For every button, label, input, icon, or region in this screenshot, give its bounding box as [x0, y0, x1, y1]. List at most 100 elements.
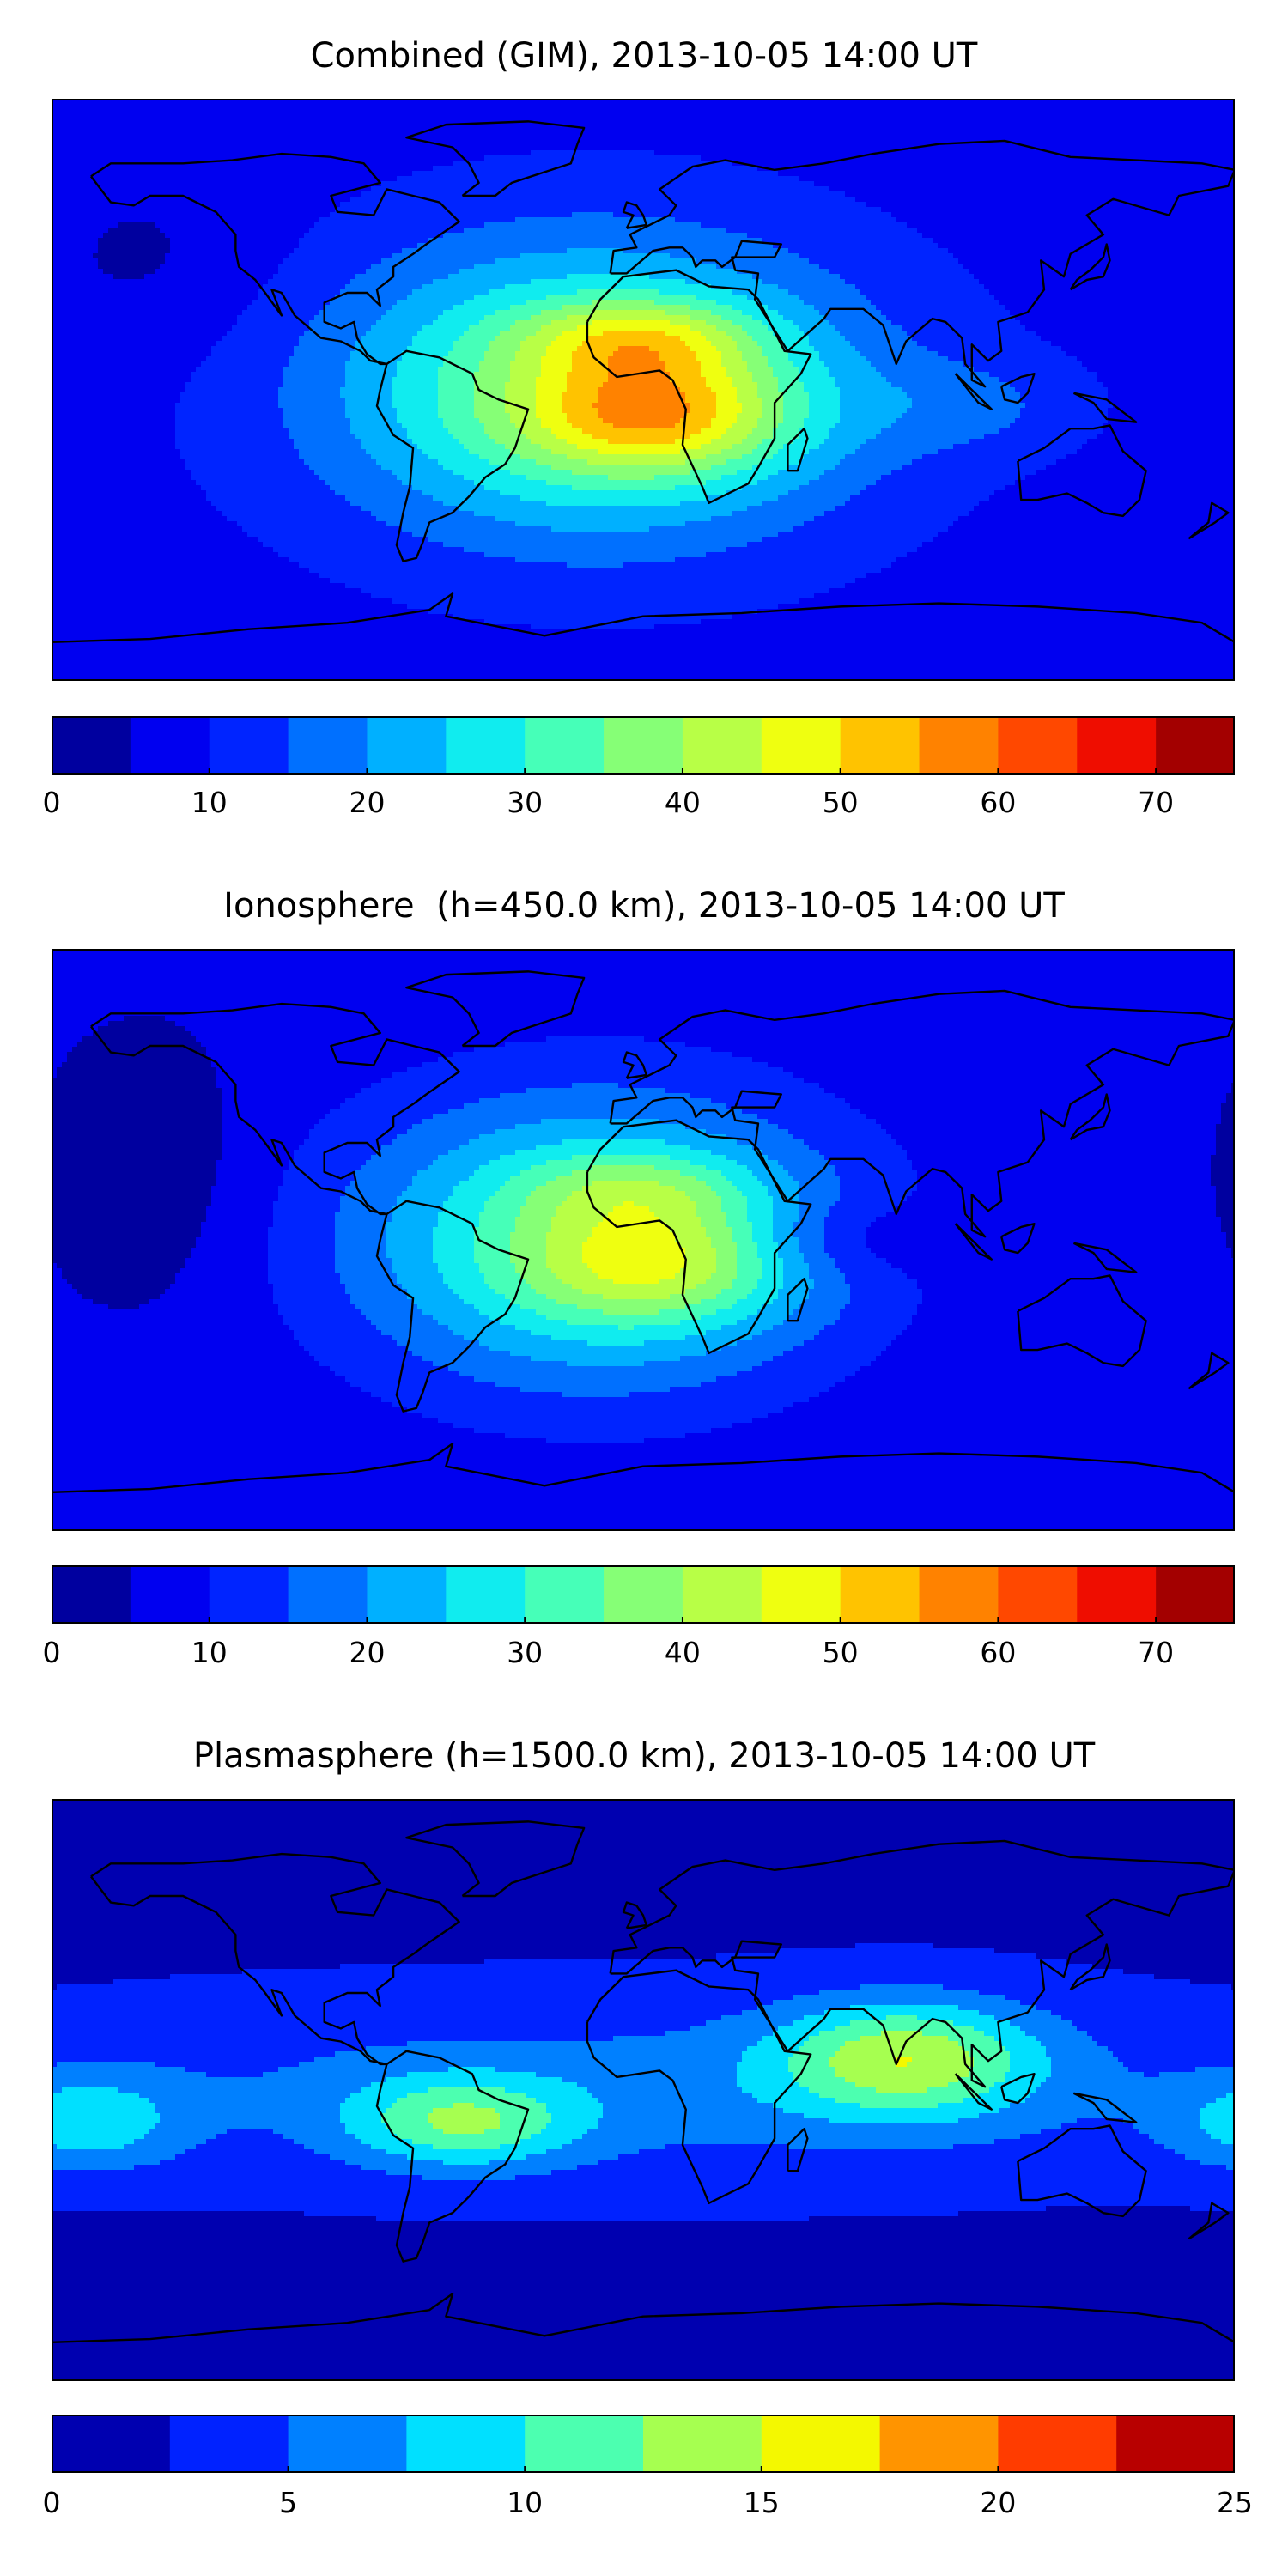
tec-cell: [402, 197, 408, 203]
tec-cell: [938, 176, 944, 182]
tec-cell: [1216, 197, 1222, 203]
tec-cell: [1082, 150, 1088, 156]
tec-cell: [829, 119, 835, 125]
tec-cell: [701, 181, 707, 187]
tec-cell: [886, 186, 892, 192]
tec-cell: [984, 171, 990, 177]
tec-cell: [1113, 150, 1119, 156]
tec-cell: [742, 181, 748, 187]
tec-cell: [355, 150, 361, 156]
tec-cell: [1077, 161, 1083, 167]
tec-cell: [258, 150, 264, 156]
tec-cell: [742, 150, 748, 156]
tec-cell: [654, 135, 660, 141]
tec-cell: [1190, 114, 1196, 120]
tec-cell: [340, 125, 346, 131]
tec-cell: [88, 119, 94, 125]
tec-cell: [381, 125, 387, 131]
tec-cell: [124, 191, 130, 197]
tec-cell: [160, 145, 166, 151]
tec-cell: [536, 125, 542, 131]
tec-cell: [773, 114, 779, 120]
tec-cell: [1185, 155, 1191, 161]
tec-cell: [464, 166, 470, 172]
tec-cell: [520, 104, 526, 110]
tec-cell: [778, 202, 784, 208]
tec-cell: [1133, 176, 1139, 182]
tec-cell: [433, 155, 439, 161]
tec-cell: [247, 161, 253, 167]
tec-cell: [963, 150, 969, 156]
tec-cell: [242, 114, 248, 120]
tec-cell: [273, 145, 279, 151]
tec-cell: [242, 119, 248, 125]
tec-cell: [67, 135, 73, 141]
tec-cell: [1025, 130, 1031, 136]
tec-cell: [1164, 119, 1170, 125]
tec-cell: [551, 161, 557, 167]
tec-cell: [1051, 114, 1057, 120]
tec-cell: [263, 140, 269, 146]
tec-cell: [649, 114, 655, 120]
tec-cell: [629, 119, 635, 125]
tec-cell: [289, 181, 295, 187]
tec-cell: [185, 171, 191, 177]
tec-cell: [866, 130, 872, 136]
tec-cell: [108, 186, 114, 192]
tec-cell: [448, 109, 454, 115]
tec-cell: [546, 181, 552, 187]
tec-cell: [866, 104, 872, 110]
tec-cell: [113, 155, 119, 161]
tec-cell: [77, 176, 83, 182]
tec-cell: [644, 109, 650, 115]
tec-cell: [1139, 191, 1145, 197]
tec-cell: [211, 135, 217, 141]
tec-cell: [520, 125, 526, 131]
tec-cell: [716, 171, 722, 177]
tec-cell: [840, 104, 846, 110]
tec-cell: [1123, 186, 1129, 192]
tec-cell: [397, 104, 403, 110]
tec-cell: [654, 176, 660, 182]
tec-cell: [680, 166, 686, 172]
tec-cell: [330, 109, 336, 115]
tec-cell: [881, 114, 887, 120]
tec-cell: [711, 202, 717, 208]
tec-cell: [592, 202, 598, 208]
tec-cell: [263, 145, 269, 151]
tec-cell: [1118, 114, 1124, 120]
tec-cell: [757, 130, 763, 136]
tec-cell: [778, 191, 784, 197]
tec-cell: [340, 135, 346, 141]
tec-cell: [345, 114, 351, 120]
tec-cell: [222, 191, 228, 197]
tec-cell: [582, 181, 588, 187]
tec-cell: [489, 161, 495, 167]
tec-cell: [902, 130, 908, 136]
tec-cell: [891, 186, 897, 192]
tec-cell: [1195, 125, 1201, 131]
tec-cell: [340, 166, 346, 172]
tec-cell: [139, 104, 145, 110]
tec-cell: [855, 119, 861, 125]
tec-cell: [587, 125, 593, 131]
tec-cell: [222, 166, 228, 172]
tec-cell: [165, 171, 171, 177]
tec-cell: [289, 104, 295, 110]
tec-cell: [294, 161, 300, 167]
tec-cell: [989, 135, 995, 141]
tec-cell: [175, 202, 181, 208]
tec-cell: [459, 202, 465, 208]
tec-cell: [474, 150, 480, 156]
tec-cell: [933, 191, 939, 197]
tec-cell: [1139, 166, 1145, 172]
tec-cell: [896, 130, 902, 136]
tec-cell: [118, 176, 125, 182]
tec-cell: [448, 171, 454, 177]
tec-cell: [443, 104, 449, 110]
tec-cell: [732, 197, 738, 203]
tec-cell: [361, 191, 367, 197]
tec-cell: [289, 125, 295, 131]
tec-cell: [1015, 125, 1021, 131]
tec-cell: [464, 181, 470, 187]
